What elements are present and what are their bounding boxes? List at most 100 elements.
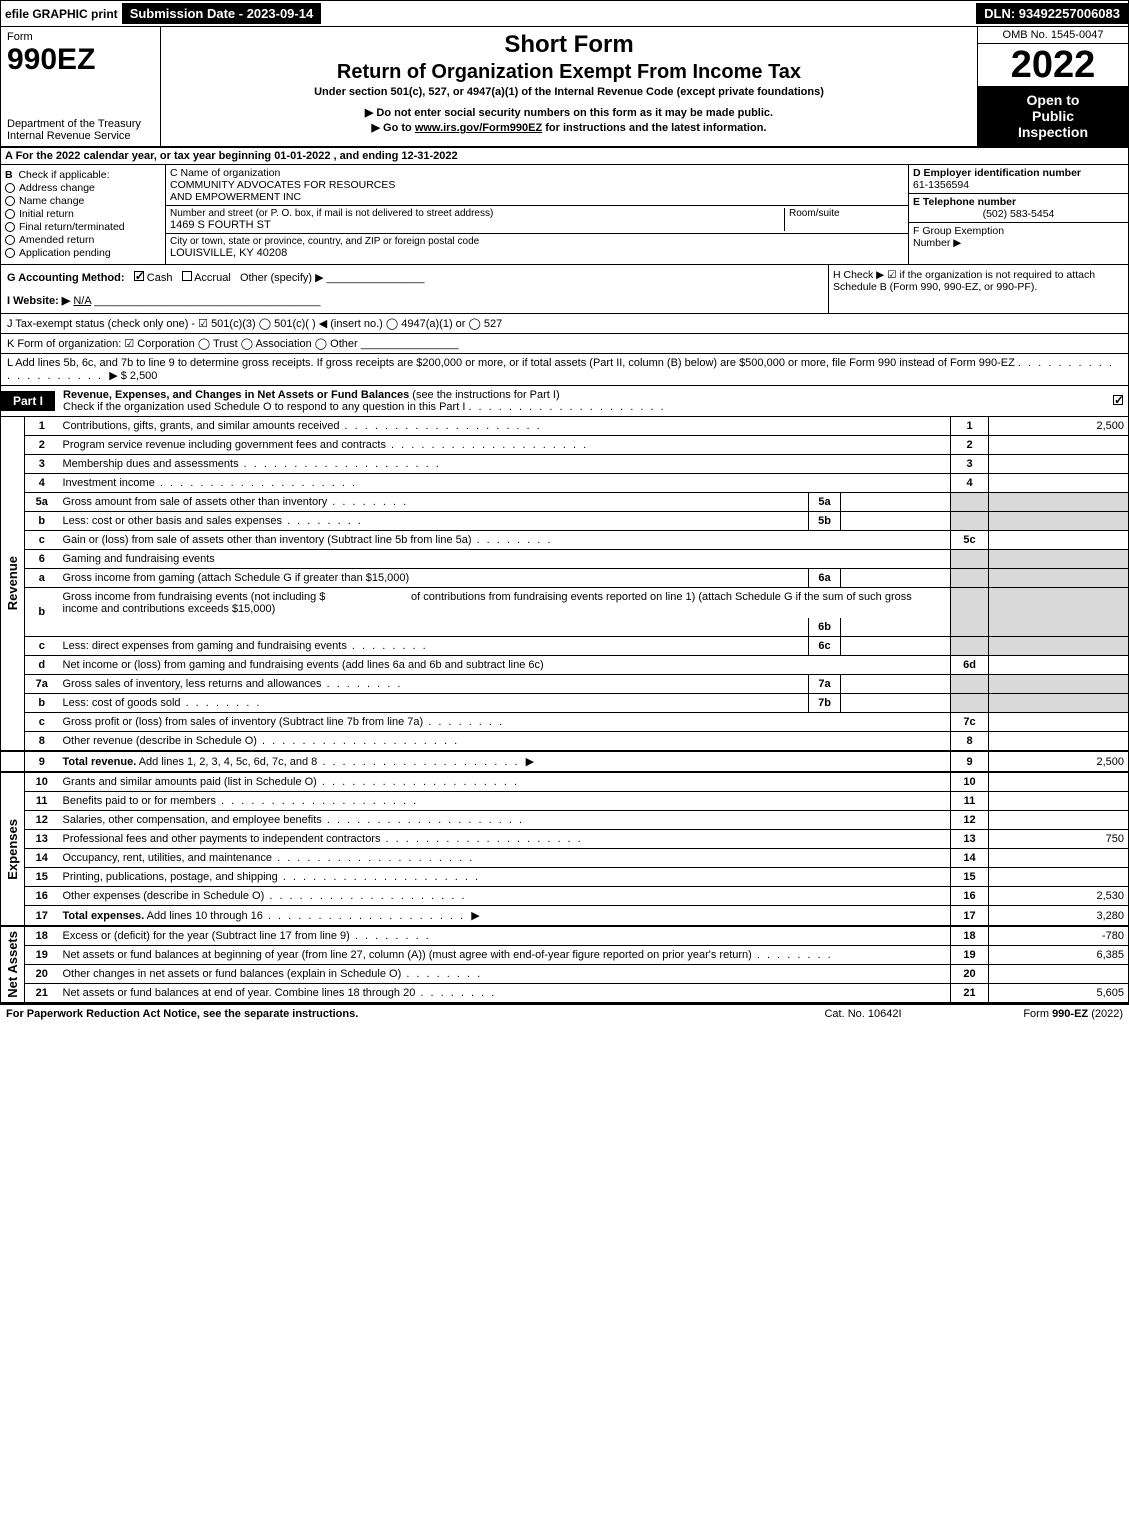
lbl-address-change: Address change	[19, 182, 95, 194]
ln3-no: 3	[25, 455, 59, 474]
website-underline: _____________________________________	[94, 295, 320, 307]
cb-amended-return[interactable]	[5, 235, 15, 245]
ln11-val	[989, 792, 1129, 811]
k-underline: ________________	[361, 338, 459, 350]
ln5b-no: b	[25, 512, 59, 531]
short-form-title: Short Form	[167, 31, 971, 59]
irs-link[interactable]: www.irs.gov/Form990EZ	[415, 122, 542, 134]
ln4-val	[989, 474, 1129, 493]
ln12-desc: Salaries, other compensation, and employ…	[59, 811, 951, 830]
header-right: OMB No. 1545-0047 2022 Open to Public In…	[978, 27, 1128, 146]
ln9-no: 9	[25, 751, 59, 772]
ln15-no: 15	[25, 868, 59, 887]
col-b: B Check if applicable: Address change Na…	[1, 165, 166, 264]
ln7c-num: 7c	[951, 713, 989, 732]
ln7a-subval	[841, 675, 951, 694]
ln6d-num: 6d	[951, 656, 989, 675]
phone-cell: E Telephone number (502) 583-5454	[909, 194, 1128, 223]
part1-title: Revenue, Expenses, and Changes in Net As…	[55, 386, 1108, 416]
info-grid: B Check if applicable: Address change Na…	[0, 165, 1129, 265]
ln6c-num	[951, 637, 989, 656]
ln6a-val	[989, 569, 1129, 588]
ln4-desc: Investment income	[59, 474, 951, 493]
cb-name-change[interactable]	[5, 196, 15, 206]
ln5c-num: 5c	[951, 531, 989, 550]
ln20-desc: Other changes in net assets or fund bala…	[59, 965, 951, 984]
efile-print-link[interactable]: efile GRAPHIC print	[5, 7, 118, 21]
ln3-desc: Membership dues and assessments	[59, 455, 951, 474]
cb-application-pending[interactable]	[5, 248, 15, 258]
cb-initial-return[interactable]	[5, 209, 15, 219]
lbl-cash: Cash	[147, 272, 173, 284]
instr2-post: for instructions and the latest informat…	[542, 122, 766, 134]
ln21-num: 21	[951, 984, 989, 1004]
ln17-num: 17	[951, 906, 989, 927]
ln2-desc: Program service revenue including govern…	[59, 436, 951, 455]
ln15-num: 15	[951, 868, 989, 887]
ln14-no: 14	[25, 849, 59, 868]
ln20-val	[989, 965, 1129, 984]
ln5b-num	[951, 512, 989, 531]
ln18-num: 18	[951, 926, 989, 946]
ln9-desc: Total revenue. Add lines 1, 2, 3, 4, 5c,…	[59, 751, 951, 772]
header-center: Short Form Return of Organization Exempt…	[161, 27, 978, 146]
ln6c-sub: 6c	[809, 637, 841, 656]
ln19-no: 19	[25, 946, 59, 965]
room-suite: Room/suite	[784, 208, 904, 231]
ln2-val	[989, 436, 1129, 455]
ln7b-subval	[841, 694, 951, 713]
dln: DLN: 93492257006083	[976, 3, 1128, 24]
group-exemption-label: F Group Exemption Number ▶	[913, 225, 1004, 249]
other-underline: ________________	[327, 272, 425, 284]
website-value: N/A	[73, 295, 91, 307]
lbl-other: Other (specify) ▶	[240, 272, 324, 284]
ln9-num: 9	[951, 751, 989, 772]
ln7a-desc: Gross sales of inventory, less returns a…	[59, 675, 809, 694]
l-amount: ▶ $ 2,500	[109, 370, 157, 382]
ln6-no: 6	[25, 550, 59, 569]
g-label: G Accounting Method:	[7, 272, 125, 284]
ln5b-subval	[841, 512, 951, 531]
cb-accrual[interactable]	[182, 271, 192, 281]
ln13-val: 750	[989, 830, 1129, 849]
ein-label: D Employer identification number	[913, 167, 1081, 179]
ln3-val	[989, 455, 1129, 474]
part1-checkbox[interactable]	[1108, 395, 1128, 408]
ln5b-desc: Less: cost or other basis and sales expe…	[59, 512, 809, 531]
ln18-val: -780	[989, 926, 1129, 946]
footer-left: For Paperwork Reduction Act Notice, see …	[6, 1008, 763, 1020]
lbl-final-return: Final return/terminated	[19, 221, 125, 233]
ln7c-desc: Gross profit or (loss) from sales of inv…	[59, 713, 951, 732]
col-d: D Employer identification number 61-1356…	[908, 165, 1128, 264]
main-title: Return of Organization Exempt From Incom…	[167, 61, 971, 84]
col-c: C Name of organization COMMUNITY ADVOCAT…	[166, 165, 908, 264]
phone-label: E Telephone number	[913, 196, 1016, 208]
cb-cash[interactable]	[134, 271, 144, 281]
ln19-desc: Net assets or fund balances at beginning…	[59, 946, 951, 965]
ln6b-sub: 6b	[809, 618, 841, 637]
lbl-amended-return: Amended return	[19, 234, 94, 246]
ln10-no: 10	[25, 772, 59, 792]
cb-address-change[interactable]	[5, 183, 15, 193]
ln6d-no: d	[25, 656, 59, 675]
ln6-desc: Gaming and fundraising events	[59, 550, 951, 569]
ln5a-desc: Gross amount from sale of assets other t…	[59, 493, 809, 512]
ln14-num: 14	[951, 849, 989, 868]
ln14-val	[989, 849, 1129, 868]
vlabel-revenue: Revenue	[1, 417, 25, 751]
ln7c-val	[989, 713, 1129, 732]
city-label: City or town, state or province, country…	[170, 236, 904, 247]
ln7c-no: c	[25, 713, 59, 732]
cb-final-return[interactable]	[5, 222, 15, 232]
ln16-val: 2,530	[989, 887, 1129, 906]
ln5a-val	[989, 493, 1129, 512]
ln15-desc: Printing, publications, postage, and shi…	[59, 868, 951, 887]
form-number: 990EZ	[7, 43, 154, 77]
page-footer: For Paperwork Reduction Act Notice, see …	[0, 1004, 1129, 1023]
ln5a-subval	[841, 493, 951, 512]
ln2-no: 2	[25, 436, 59, 455]
ln12-no: 12	[25, 811, 59, 830]
ln1-no: 1	[25, 417, 59, 436]
ln5a-sub: 5a	[809, 493, 841, 512]
ln11-no: 11	[25, 792, 59, 811]
